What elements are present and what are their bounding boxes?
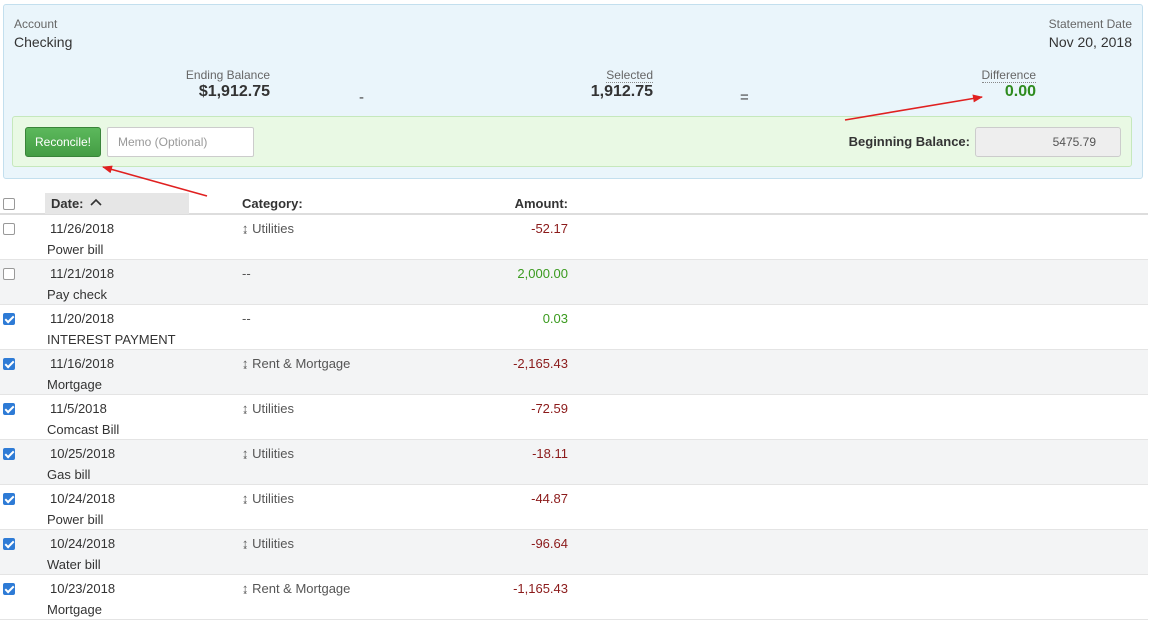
table-row[interactable]: 11/5/2018 Comcast Bill ↨ Utilities -72.59	[0, 395, 1148, 440]
difference: Difference 0.00	[981, 68, 1036, 101]
row-date: 10/24/2018	[50, 491, 116, 506]
row-checkbox[interactable]	[3, 583, 15, 595]
row-amount: -44.87	[531, 491, 568, 506]
ending-balance-label: Ending Balance	[185, 68, 270, 82]
table-row[interactable]: 11/16/2018 Mortgage ↨ Rent & Mortgage -2,16…	[0, 350, 1148, 395]
amount-column-header[interactable]: Amount:	[514, 196, 568, 211]
row-date: 10/24/2018	[50, 536, 116, 551]
statement-date-value: Nov 20, 2018	[1048, 34, 1132, 50]
minus-operator: -	[359, 89, 364, 106]
row-payee: Gas bill	[47, 467, 91, 482]
selected-total: Selected 1,912.75	[591, 68, 653, 101]
memo-input[interactable]	[107, 127, 254, 157]
row-payee: Water bill	[47, 557, 101, 572]
table-row[interactable]: 10/24/2018 Water bill ↨ Utilities -96.64	[0, 530, 1148, 575]
table-row[interactable]: 10/23/2018 Mortgage ↨ Rent & Mortgage -1,16…	[0, 575, 1148, 620]
row-checkbox[interactable]	[3, 268, 15, 280]
row-date: 10/23/2018	[50, 581, 116, 596]
reconcile-action-bar: Reconcile! Beginning Balance:	[12, 116, 1132, 167]
category-column-header[interactable]: Category:	[242, 196, 303, 211]
row-category: ↨ Utilities	[242, 401, 295, 416]
row-payee: Mortgage	[47, 602, 102, 617]
table-row[interactable]: 11/26/2018 Power bill ↨ Utilities -52.17	[0, 215, 1148, 260]
table-row[interactable]: 11/20/2018 INTEREST PAYMENT -- 0.03	[0, 305, 1148, 350]
beginning-balance-input[interactable]	[975, 127, 1121, 157]
row-date: 11/21/2018	[50, 266, 115, 281]
transactions-table: Date: Category: Amount: 11/26/2018 Power …	[0, 193, 1148, 620]
row-category: ↨ Rent & Mortgage	[242, 581, 351, 596]
row-amount: 2,000.00	[517, 266, 568, 281]
row-checkbox[interactable]	[3, 493, 15, 505]
beginning-balance-label: Beginning Balance:	[848, 134, 970, 149]
row-checkbox[interactable]	[3, 358, 15, 370]
account-label: Account	[14, 17, 58, 31]
row-amount: -18.11	[532, 446, 568, 461]
account-value: Checking	[14, 34, 73, 50]
sort-ascending-icon	[90, 198, 102, 206]
difference-value: 0.00	[1004, 83, 1036, 100]
table-body: 11/26/2018 Power bill ↨ Utilities -52.17 11/…	[0, 215, 1148, 620]
row-payee: Mortgage	[47, 377, 102, 392]
row-amount: -96.64	[531, 536, 568, 551]
reconcile-button[interactable]: Reconcile!	[25, 127, 101, 157]
table-row[interactable]: 10/24/2018 Power bill ↨ Utilities -44.87	[0, 485, 1148, 530]
row-amount: -72.59	[531, 401, 568, 416]
reconcile-summary-panel: Account Checking Statement Date Nov 20, …	[3, 4, 1143, 179]
row-checkbox[interactable]	[3, 538, 15, 550]
date-header-label: Date:	[51, 196, 84, 211]
select-all-checkbox[interactable]	[3, 198, 15, 210]
row-payee: INTEREST PAYMENT	[47, 332, 176, 347]
row-amount: -52.17	[531, 221, 568, 236]
row-checkbox[interactable]	[3, 223, 15, 235]
row-checkbox[interactable]	[3, 403, 15, 415]
row-amount: 0.03	[542, 311, 568, 326]
ending-balance-value: $1,912.75	[198, 83, 270, 100]
table-row[interactable]: 11/21/2018 Pay check -- 2,000.00	[0, 260, 1148, 305]
row-category: --	[242, 266, 251, 281]
row-payee: Power bill	[47, 512, 104, 527]
row-amount: -1,165.43	[513, 581, 568, 596]
row-payee: Pay check	[47, 287, 107, 302]
selected-value: 1,912.75	[590, 83, 653, 100]
equals-operator: =	[740, 89, 749, 106]
row-checkbox[interactable]	[3, 448, 15, 460]
row-category: ↨ Rent & Mortgage	[242, 356, 351, 371]
ending-balance: Ending Balance $1,912.75	[186, 68, 270, 101]
row-payee: Comcast Bill	[47, 422, 120, 437]
row-date: 11/26/2018	[50, 221, 115, 236]
row-amount: -2,165.43	[513, 356, 568, 371]
date-column-header[interactable]: Date:	[45, 193, 189, 214]
difference-label: Difference	[981, 68, 1036, 83]
table-row[interactable]: 10/25/2018 Gas bill ↨ Utilities -18.11	[0, 440, 1148, 485]
statement-date-label: Statement Date	[1048, 17, 1132, 31]
row-category: ↨ Utilities	[242, 446, 295, 461]
table-header: Date: Category: Amount:	[0, 193, 1148, 215]
row-date: 11/16/2018	[50, 356, 115, 371]
row-category: ↨ Utilities	[242, 491, 295, 506]
row-payee: Power bill	[47, 242, 104, 257]
row-date: 10/25/2018	[50, 446, 116, 461]
selected-label: Selected	[606, 68, 653, 83]
row-checkbox[interactable]	[3, 313, 15, 325]
row-category: ↨ Utilities	[242, 221, 295, 236]
row-category: --	[242, 311, 251, 326]
row-date: 11/5/2018	[50, 401, 107, 416]
row-date: 11/20/2018	[50, 311, 115, 326]
row-category: ↨ Utilities	[242, 536, 295, 551]
